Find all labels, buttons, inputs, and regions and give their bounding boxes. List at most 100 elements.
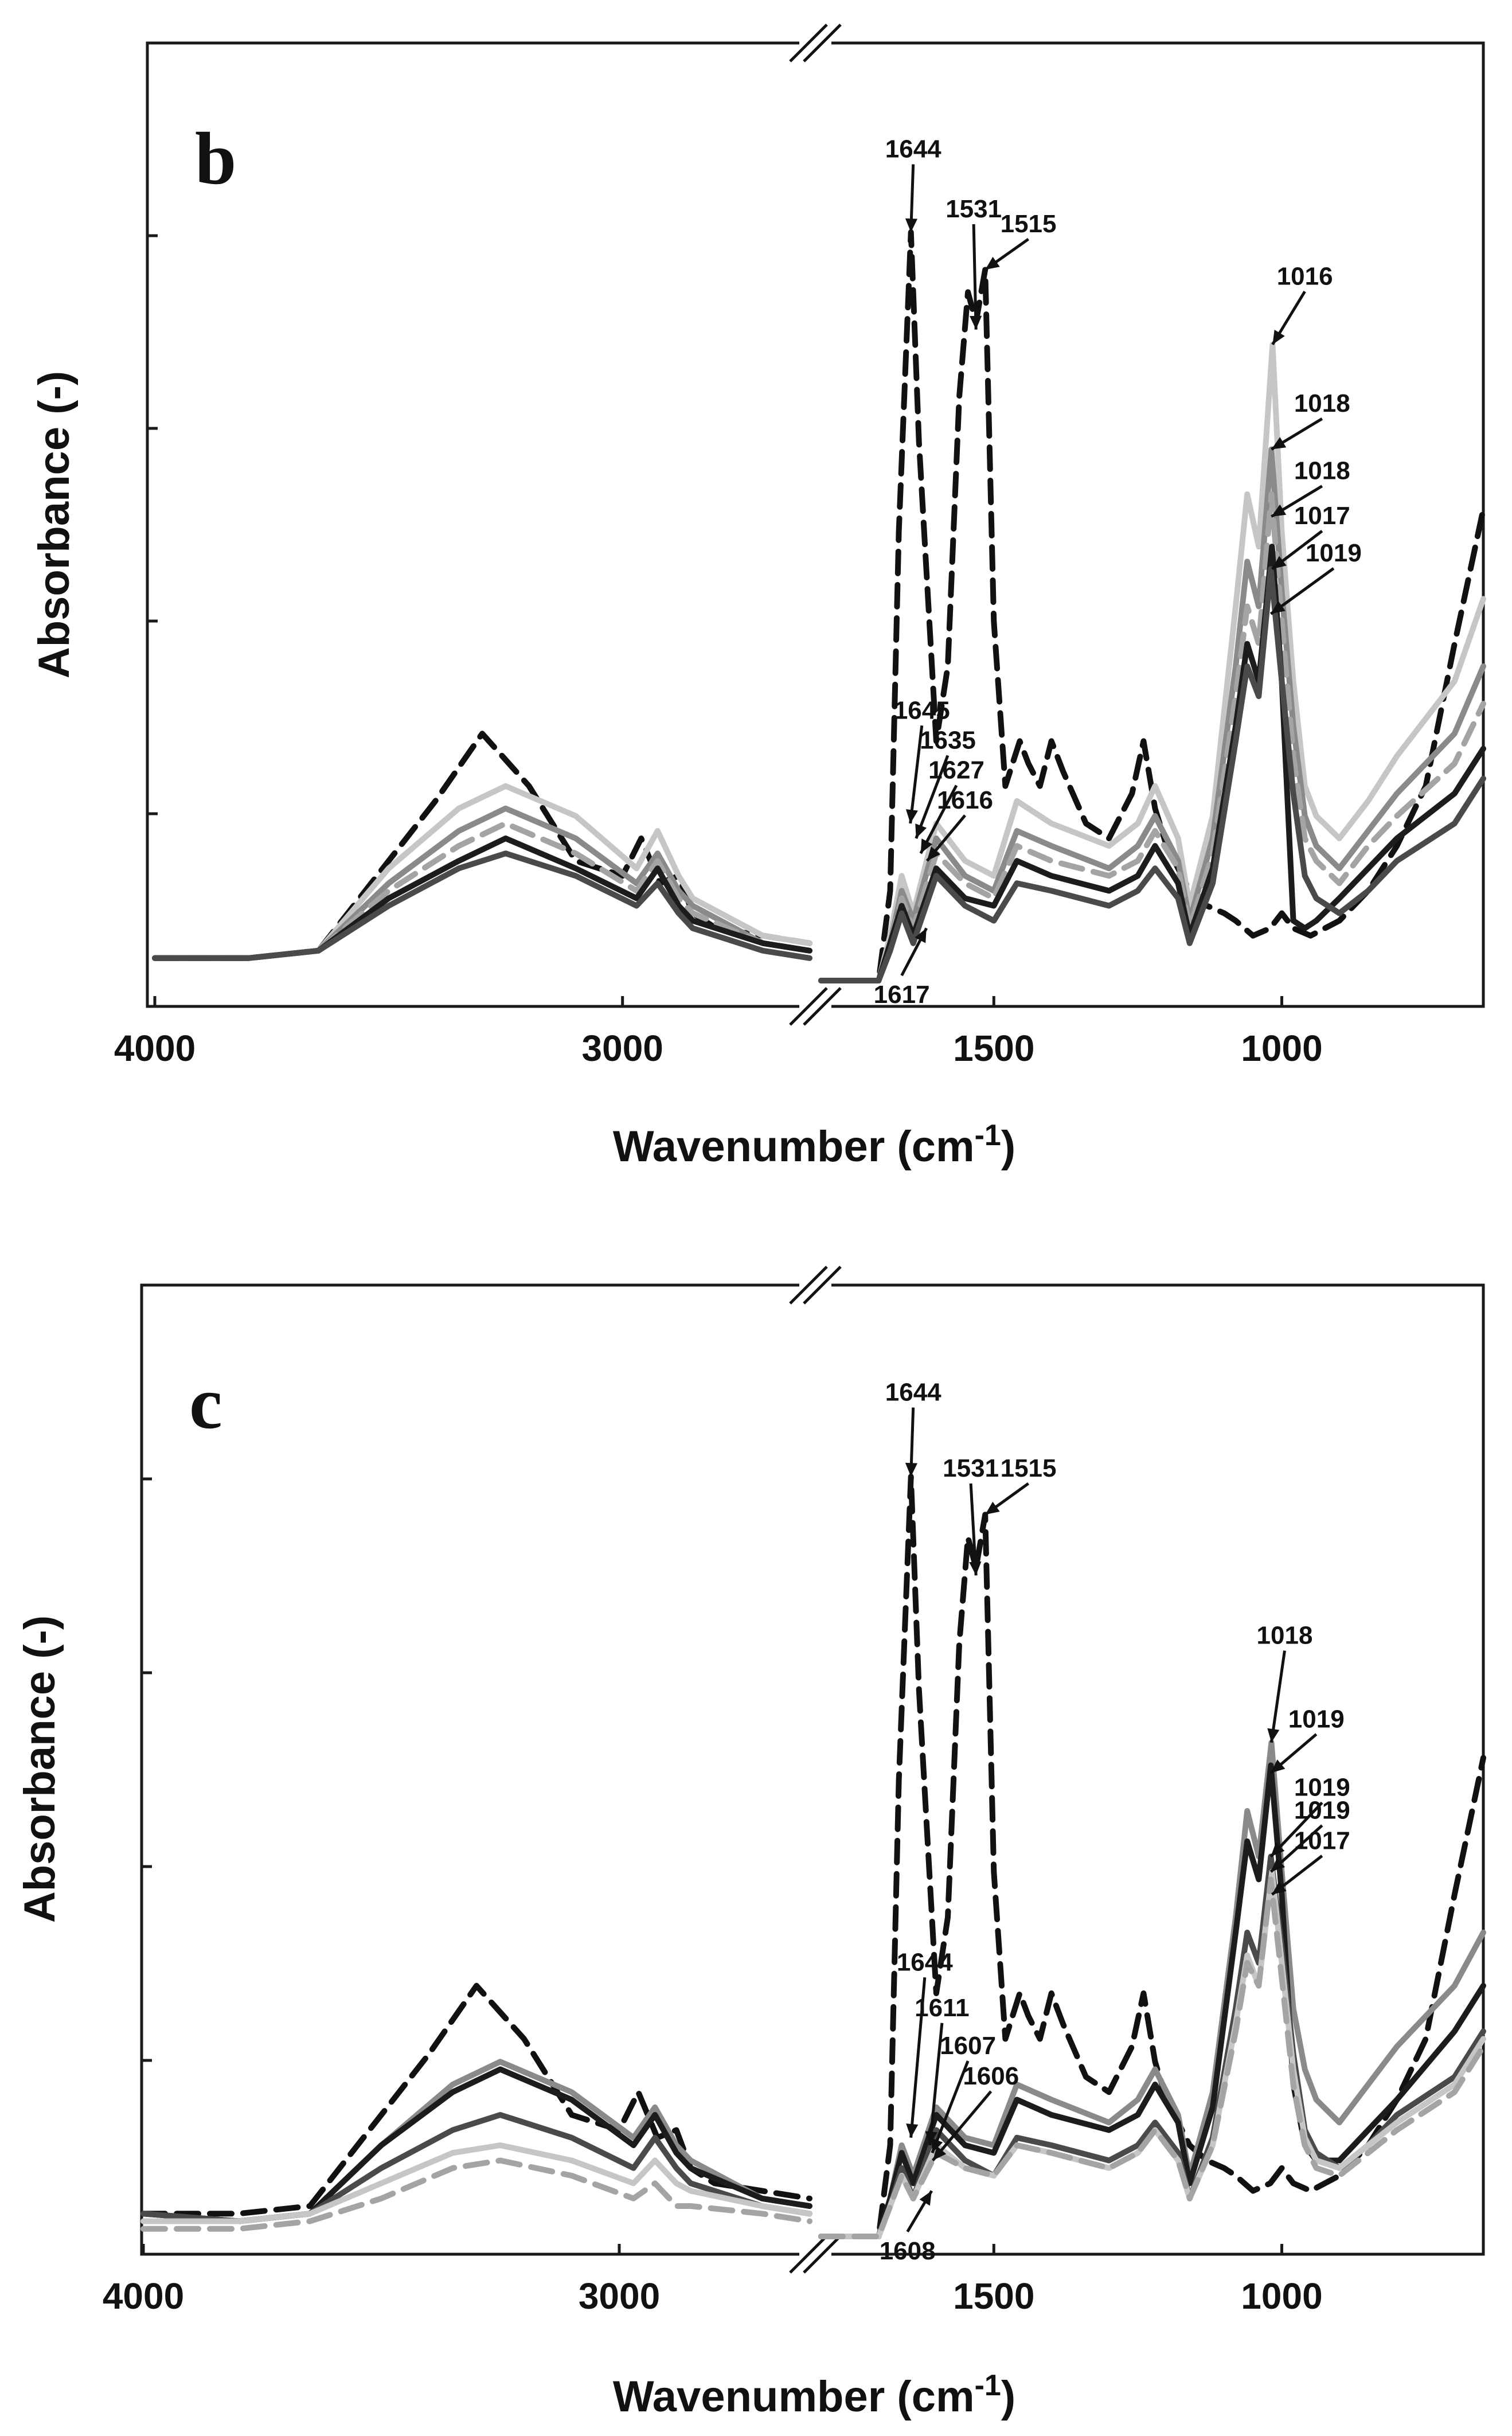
peak-arrowhead	[1271, 504, 1287, 517]
peak-label: 1019	[1306, 539, 1362, 567]
peak-label: 1606	[963, 2062, 1019, 2090]
peak-arrowhead	[931, 2138, 943, 2153]
peak-annotation: 1515	[984, 1454, 1057, 1516]
series-line-6	[140, 2157, 812, 2232]
peak-label: 1018	[1257, 1622, 1313, 1650]
peak-arrowhead	[1271, 601, 1286, 614]
x-axis-label-sup: -1	[975, 2369, 1001, 2402]
series-group	[140, 1474, 1486, 2239]
series-line-6	[152, 850, 812, 961]
peak-arrowhead	[970, 315, 982, 330]
x-axis-label-close: )	[1001, 1122, 1015, 1171]
x-axis-label-close: )	[1001, 2372, 1015, 2421]
series-line-1	[140, 1982, 812, 2217]
peak-arrowhead	[1272, 1881, 1287, 1895]
peak-annotation: 1644	[885, 1379, 941, 1477]
axis-break-mark	[789, 1266, 828, 1305]
peak-annotation: 1616	[925, 786, 993, 862]
peak-annotation: 1645	[894, 696, 950, 824]
peak-arrow	[1269, 1650, 1286, 1743]
peak-annotation: 1019	[1269, 1774, 1350, 1858]
peak-label: 1515	[1001, 1454, 1057, 1482]
peak-label: 1019	[1294, 1774, 1350, 1802]
peak-arrow	[931, 2090, 993, 2162]
axis-break-mark	[803, 987, 842, 1026]
x-ticks: 4000 3000 1500 1000	[114, 996, 1323, 1069]
peak-label: 1607	[940, 2032, 996, 2060]
peak-arrow	[931, 2060, 970, 2154]
peak-label: 1617	[874, 981, 930, 1009]
series-line-1	[818, 1474, 1486, 2239]
panel-label: c	[189, 1362, 222, 1445]
peak-annotation: 1611	[915, 1994, 970, 2146]
peak-arrow	[909, 725, 924, 824]
peak-annotation: 1019	[1269, 1705, 1345, 1774]
peak-label: 1644	[885, 135, 941, 163]
peak-arrowhead	[906, 2123, 919, 2138]
peak-annotation: 1644	[885, 135, 941, 233]
x-axis-label-sup: -1	[975, 1119, 1001, 1152]
peak-arrowhead	[1267, 1728, 1280, 1743]
peak-annotation: 1608	[880, 2190, 936, 2265]
peak-label: 1608	[880, 2237, 936, 2265]
peak-annotation: 1016	[1271, 262, 1333, 346]
x-tick-label: 3000	[579, 2275, 660, 2317]
peak-label: 1017	[1294, 1826, 1350, 1855]
peak-arrowhead	[985, 1501, 1000, 1515]
series-line-6	[818, 1876, 1486, 2239]
peak-annotation: 1635	[915, 726, 976, 839]
peak-arrow	[969, 1483, 978, 1576]
x-axis-label-main: Wavenumber (cm	[613, 2372, 975, 2421]
peak-arrowhead	[1271, 437, 1287, 450]
axis-break-top	[789, 1266, 842, 1305]
peak-arrowhead	[905, 809, 918, 823]
peak-annotation: 1606	[931, 2062, 1019, 2162]
peak-annotation: 1018	[1271, 457, 1350, 518]
peak-annotation: 1607	[931, 2032, 996, 2154]
peak-annotation: 1019	[1269, 1796, 1350, 1873]
peak-arrowhead	[920, 838, 933, 854]
series-line-6	[818, 566, 1486, 983]
peak-arrowhead	[915, 823, 927, 839]
peak-arrowhead	[1271, 1842, 1285, 1857]
x-tick-label: 1500	[953, 2275, 1034, 2317]
peak-annotation: 1018	[1271, 389, 1350, 451]
axis-break-mark	[789, 2235, 828, 2274]
x-tick-label: 1000	[1241, 1028, 1322, 1069]
y-ticks	[147, 234, 158, 815]
peak-arrowhead	[905, 1462, 918, 1477]
peak-arrowhead	[969, 1561, 982, 1576]
x-tick-label: 1500	[953, 1028, 1034, 1069]
x-axis-label: Wavenumber (cm-1)	[613, 2369, 1015, 2421]
peak-label: 1611	[915, 1994, 969, 2022]
peak-label: 1635	[920, 726, 976, 754]
peak-label: 1616	[937, 786, 993, 814]
peak-arrowhead	[915, 928, 927, 943]
series-line-1	[818, 229, 1486, 983]
y-ticks	[142, 1477, 152, 2062]
x-tick-label: 3000	[582, 1028, 663, 1069]
peak-arrowhead	[932, 2146, 947, 2161]
axis-break-mark	[789, 987, 828, 1026]
peak-label: 1018	[1294, 457, 1350, 485]
axis-break-bottom	[789, 2235, 842, 2274]
peak-arrowhead	[925, 2131, 937, 2145]
peak-label: 1515	[1001, 210, 1057, 238]
peak-arrowhead	[919, 2191, 932, 2206]
peak-label: 1018	[1294, 389, 1350, 417]
x-tick-label: 4000	[103, 2275, 184, 2317]
series-line-5	[140, 2142, 812, 2224]
x-ticks: 4000 3000 1500 1000	[103, 2244, 1323, 2317]
series-group	[152, 229, 1486, 983]
peak-arrowhead	[1272, 556, 1287, 569]
axis-break-mark	[803, 1266, 842, 1305]
peak-annotation: 1017	[1271, 1826, 1350, 1896]
peak-annotation: 1019	[1269, 539, 1362, 615]
peak-arrow	[928, 2023, 944, 2146]
peak-label: 1645	[894, 696, 950, 724]
